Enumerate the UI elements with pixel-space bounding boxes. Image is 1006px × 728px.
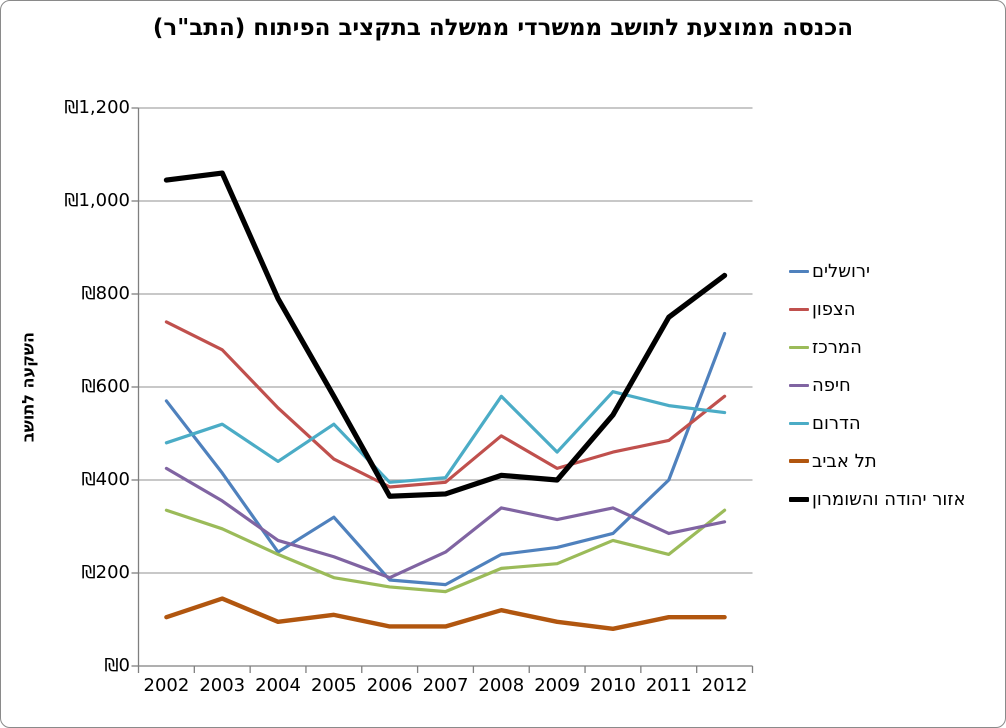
legend-line-swatch (789, 307, 809, 311)
legend-label: חיפה (812, 374, 851, 396)
x-tick-label: 2011 (645, 675, 692, 696)
legend-label: אזור יהודה והשומרון (812, 488, 966, 510)
legend: ירושלים הצפון המרכז חיפה הדרום תל אביב אזור יה… (789, 252, 966, 518)
legend-line-swatch (789, 269, 809, 273)
legend-label: הדרום (812, 412, 861, 434)
y-tick-label: ₪400 (81, 469, 130, 490)
legend-label: המרכז (812, 336, 862, 358)
legend-item-1: הצפון (789, 290, 966, 328)
x-tick-label: 2012 (701, 675, 748, 696)
y-tick-label: ₪0 (104, 655, 130, 676)
x-tick-label: 2005 (310, 675, 357, 696)
legend-item-2: המרכז (789, 328, 966, 366)
y-tick-label: ₪200 (81, 562, 130, 583)
series-line-6 (163, 170, 728, 499)
series-line-1 (164, 320, 727, 489)
x-tick-label: 2002 (143, 675, 190, 696)
legend-item-4: הדרום (789, 404, 966, 442)
legend-label: ירושלים (812, 260, 871, 282)
y-tick-label: ₪800 (81, 283, 130, 304)
chart-title: הכנסה ממוצעת לתושב ממשרדי ממשלה בתקציב ה… (152, 15, 854, 41)
series-line-3 (164, 466, 727, 580)
y-tick-label: ₪1,200 (64, 97, 130, 118)
series-line-2 (164, 508, 727, 594)
x-tick-label: 2010 (590, 675, 636, 696)
legend-item-0: ירושלים (789, 252, 966, 290)
x-tick-label: 2008 (478, 675, 525, 696)
legend-line-swatch (789, 383, 809, 387)
legend-label: תל אביב (812, 450, 877, 472)
y-tick-label: ₪600 (81, 376, 130, 397)
legend-item-3: חיפה (789, 366, 966, 404)
legend-line-swatch (789, 459, 809, 463)
x-tick-label: 2007 (422, 675, 469, 696)
x-tick-label: 2003 (199, 675, 246, 696)
legend-label: הצפון (812, 298, 856, 320)
legend-line-swatch (789, 421, 809, 425)
x-tick-label: 2004 (255, 675, 301, 696)
legend-item-5: תל אביב (789, 442, 966, 480)
legend-line-swatch (789, 345, 809, 349)
y-tick-label: ₪1,000 (64, 190, 130, 211)
legend-line-swatch (789, 496, 809, 502)
series-line-5 (164, 596, 727, 631)
x-tick-label: 2009 (534, 675, 581, 696)
x-tick-label: 2006 (366, 675, 413, 696)
series-line-4 (164, 390, 727, 484)
legend-item-6: אזור יהודה והשומרון (789, 480, 966, 518)
y-axis-labels: ₪0 ₪200 ₪400 ₪600 ₪800 ₪1,000 ₪1,200 (1, 1, 130, 727)
